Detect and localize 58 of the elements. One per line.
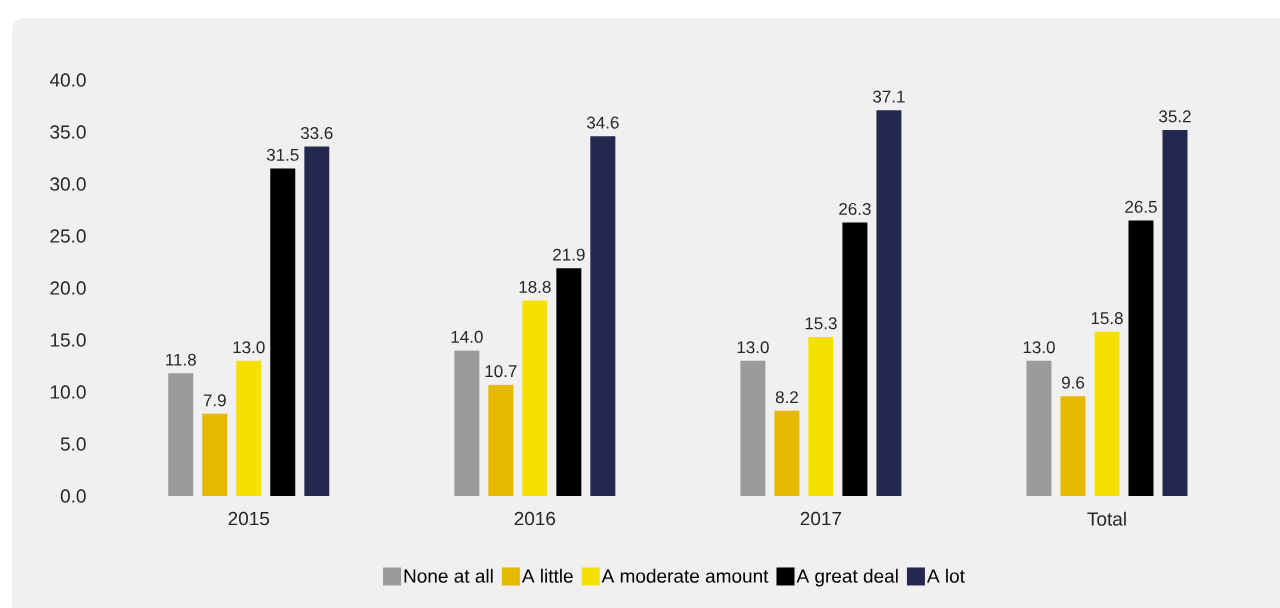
- legend-label: A moderate amount: [601, 568, 769, 583]
- y-tick-label: 40.0: [49, 73, 86, 87]
- data-label: 31.5: [266, 148, 299, 161]
- data-label: 26.3: [839, 202, 871, 215]
- bar: [1094, 331, 1120, 496]
- bar: [808, 336, 834, 496]
- bar: [1060, 396, 1086, 496]
- y-tick-label: 5.0: [60, 437, 86, 451]
- data-label: 35.2: [1159, 110, 1191, 123]
- y-tick-label: 20.0: [50, 281, 86, 295]
- bar: [740, 360, 766, 496]
- bar: [876, 110, 902, 496]
- x-tick-label: 2015: [228, 511, 270, 526]
- x-tick-label: Total: [1087, 511, 1126, 526]
- y-tick-label: 30.0: [50, 177, 86, 191]
- data-label: 11.8: [166, 353, 196, 366]
- data-label: 26.5: [1125, 200, 1157, 213]
- data-label: 10.7: [485, 365, 517, 378]
- data-label: 7.9: [203, 394, 226, 407]
- legend-label: None at all: [404, 568, 493, 583]
- bar: [202, 413, 228, 496]
- data-label: 34.6: [586, 116, 619, 129]
- bar: [168, 373, 194, 496]
- y-tick-label: 15.0: [50, 333, 86, 347]
- data-label: 13.0: [233, 341, 265, 354]
- bar: [1162, 129, 1188, 496]
- legend-label: A lot: [926, 568, 965, 583]
- data-label: 13.0: [1023, 341, 1055, 354]
- bar: [1128, 220, 1154, 496]
- y-tick-label: 25.0: [50, 229, 86, 243]
- x-tick-label: 2017: [800, 511, 842, 526]
- data-label: 8.2: [775, 391, 798, 404]
- data-label: 13.0: [737, 341, 769, 354]
- bar: [556, 268, 582, 496]
- bar: [488, 384, 514, 496]
- data-label: 9.6: [1061, 376, 1085, 389]
- data-label: 15.8: [1091, 312, 1123, 325]
- bar: [236, 360, 262, 496]
- bar: [590, 136, 616, 496]
- bar: [1026, 360, 1052, 496]
- bar: [774, 410, 800, 496]
- y-tick-label: 0.0: [60, 489, 86, 503]
- bar: [454, 350, 480, 496]
- y-tick-label: 35.0: [50, 125, 86, 139]
- data-label: 18.8: [519, 280, 551, 293]
- data-label: 15.3: [805, 317, 837, 330]
- data-label: 37.1: [873, 90, 905, 103]
- bar: [304, 146, 330, 496]
- y-tick-label: 10.0: [50, 385, 86, 399]
- bar: [270, 168, 296, 496]
- legend-label: A great deal: [796, 568, 898, 587]
- data-label: 14.0: [451, 330, 483, 343]
- bar: [522, 300, 548, 496]
- data-label: 33.6: [300, 126, 333, 140]
- x-tick-label: 2016: [514, 511, 556, 526]
- data-label: 21.9: [553, 248, 585, 261]
- legend-label: A little: [521, 568, 573, 583]
- bar: [842, 222, 868, 496]
